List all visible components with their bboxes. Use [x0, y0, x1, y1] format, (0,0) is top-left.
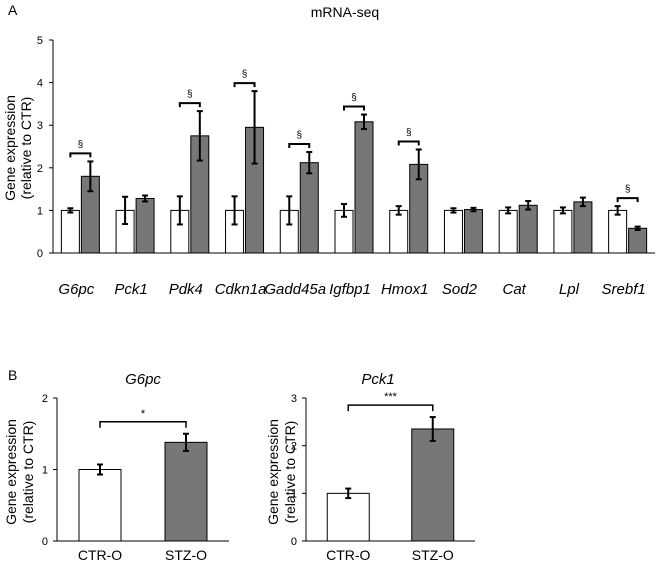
y-tick-label: 3: [291, 393, 297, 405]
chart-a-y-tick-label: 3: [37, 120, 43, 132]
bar-stz-o: [164, 441, 208, 542]
significance-mark: *: [141, 408, 146, 420]
bar-stz-pck1: [135, 197, 155, 254]
chart-mrna-seq: mRNA-seq Gene expression (relative to CT…: [2, 4, 655, 298]
bar-ctr-hmox1: [389, 209, 409, 254]
x-tick-label-igfbp1: Igfbp1: [329, 281, 371, 298]
bar-stz-cat: [518, 204, 538, 254]
bar-ctr-lpl: [553, 209, 573, 254]
chart-b2-title: Pck1: [361, 371, 394, 388]
significance-mark: §: [406, 127, 412, 138]
x-tick-label-g6pc: G6pc: [58, 281, 94, 298]
x-tick-label-ctr-o: CTR-O: [78, 547, 122, 563]
bar-stz-srebf1: [628, 227, 648, 254]
bar-stz-lpl: [573, 201, 593, 254]
x-tick-label-pdk4: Pdk4: [169, 281, 203, 298]
significance-bracket: [343, 105, 365, 111]
x-tick-label-stz-o: STZ-O: [165, 547, 207, 563]
chart-a-ylabel-line2: (relative to CTR): [18, 97, 34, 200]
chart-b2-ylabel-line2: (relative to CTR): [282, 421, 298, 524]
significance-bracket: [233, 82, 256, 88]
x-tick-label-pck1: Pck1: [114, 281, 147, 298]
significance-mark: ***: [384, 391, 398, 403]
x-tick-label-sod2: Sod2: [442, 281, 478, 298]
significance-bracket: [69, 152, 92, 158]
significance-mark: §: [351, 93, 357, 104]
significance-bracket: [347, 404, 434, 412]
significance-mark: §: [296, 130, 302, 141]
significance-bracket: [397, 140, 420, 146]
significance-mark: §: [187, 89, 193, 100]
x-tick-label-ctr-o: CTR-O: [326, 547, 370, 563]
significance-bracket: [616, 197, 639, 203]
chart-a-title: mRNA-seq: [311, 4, 379, 20]
bar-stz-igfbp1: [354, 121, 374, 254]
bar-ctr-sod2: [443, 209, 463, 254]
bar-ctr-o: [78, 469, 122, 542]
bar-ctr-srebf1: [608, 209, 628, 254]
significance-bracket: [288, 143, 311, 149]
chart-a-y-tick-label: 0: [37, 248, 43, 260]
chart-b1-ylabel-line2: (relative to CTR): [20, 421, 36, 524]
significance-bracket: [99, 421, 187, 428]
chart-a-y-tick-label: 5: [37, 35, 43, 47]
y-tick-label: 2: [42, 393, 48, 405]
chart-a-ylabel-line1: Gene expression: [2, 95, 18, 201]
x-tick-label-stz-o: STZ-O: [412, 547, 454, 563]
bar-ctr-g6pc: [60, 209, 80, 254]
y-tick-label: 0: [291, 536, 297, 548]
x-tick-label-lpl: Lpl: [559, 281, 580, 298]
chart-pck1: Pck1 Gene expression (relative to CTR) 0…: [265, 371, 475, 563]
bar-ctr-cat: [498, 209, 518, 254]
bar-ctr-o: [326, 492, 370, 542]
chart-a-y-tick-label: 1: [37, 205, 43, 217]
chart-a-y-tick-label: 4: [37, 78, 43, 90]
panel-label-a: A: [8, 2, 18, 18]
significance-mark: §: [78, 139, 84, 150]
bar-stz-sod2: [463, 209, 483, 254]
chart-g6pc: G6pc Gene expression (relative to CTR) 0…: [3, 371, 229, 563]
y-tick-label: 1: [291, 488, 297, 500]
y-tick-label: 2: [291, 441, 297, 453]
x-tick-label-srebf1: Srebf1: [602, 281, 646, 298]
bar-stz-gadd45a: [299, 162, 319, 254]
significance-mark: §: [625, 184, 631, 195]
chart-b2-ylabel-line1: Gene expression: [265, 419, 281, 525]
chart-a-y-tick-label: 2: [37, 163, 43, 175]
significance-bracket: [178, 102, 201, 108]
significance-mark: §: [242, 69, 248, 80]
bar-stz-o: [411, 428, 455, 542]
x-tick-label-gadd45a: Gadd45a: [264, 281, 326, 298]
panel-label-b: B: [8, 367, 17, 383]
x-tick-label-hmox1: Hmox1: [381, 281, 429, 298]
y-tick-label: 1: [42, 465, 48, 477]
y-tick-label: 0: [42, 536, 48, 548]
chart-b1-title: G6pc: [125, 371, 161, 388]
x-tick-label-cat: Cat: [503, 281, 527, 298]
x-tick-label-cdkn1a: Cdkn1a: [215, 281, 267, 298]
chart-b1-ylabel-line1: Gene expression: [3, 419, 19, 525]
